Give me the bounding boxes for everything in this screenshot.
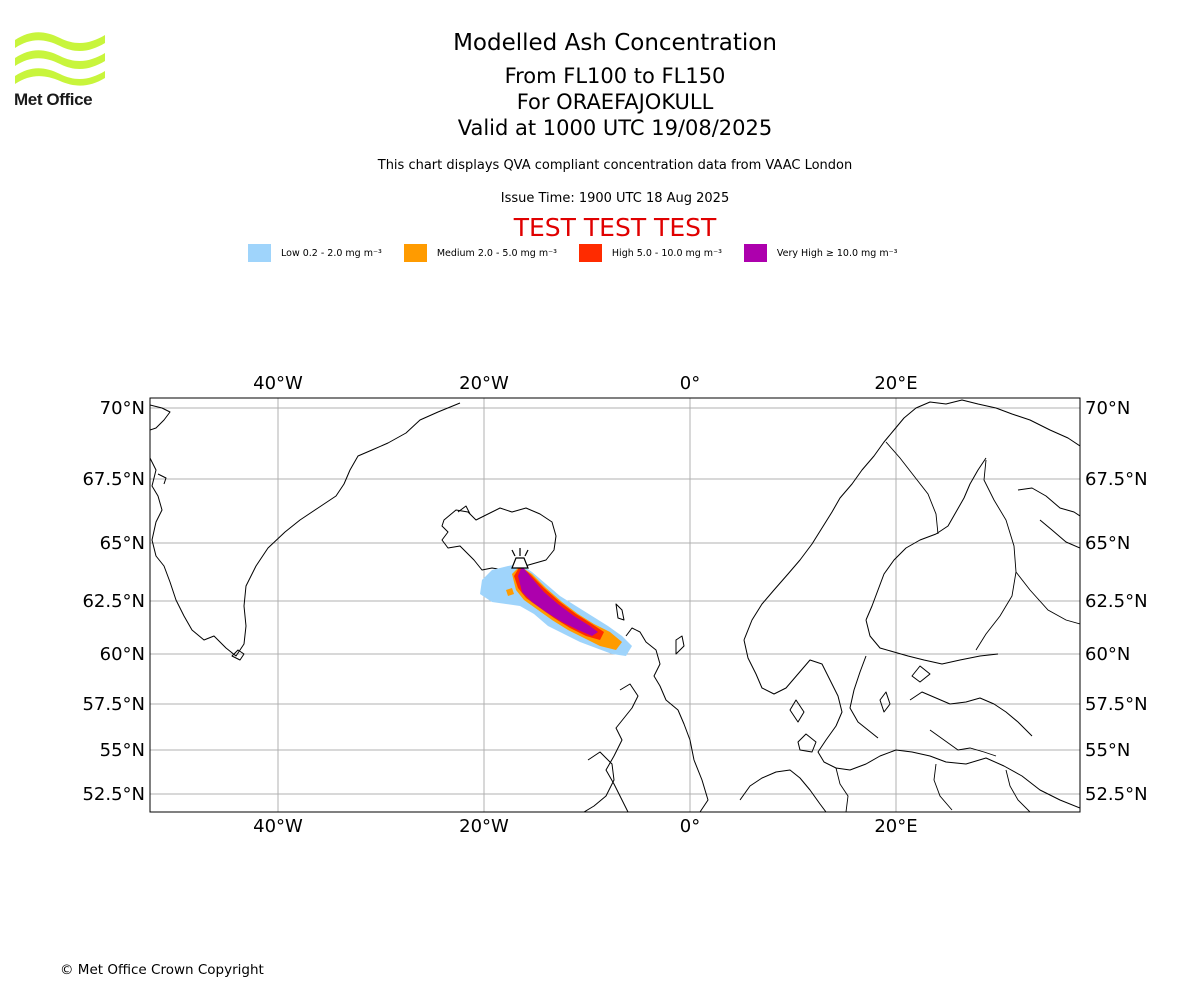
lon-label-bottom-0: 0° xyxy=(680,816,700,837)
lat-label-right-60: 60°N xyxy=(1085,644,1130,665)
test-banner: TEST TEST TEST xyxy=(513,213,717,242)
lat-label-left-60: 60°N xyxy=(100,644,145,665)
britain-coastline xyxy=(625,627,709,812)
longitude-labels: 40°W 20°W 0° 20°E 40°W 20°W 0° 20°E xyxy=(253,373,917,837)
copyright-notice: © Met Office Crown Copyright xyxy=(60,962,264,978)
lon-label-top-20w: 20°W xyxy=(459,373,509,394)
lat-label-left-55: 55°N xyxy=(100,740,145,761)
map-borders xyxy=(835,441,1080,812)
logo-text: Met Office xyxy=(14,90,93,109)
lon-label-top-20e: 20°E xyxy=(874,373,917,394)
lat-label-right-62-5: 62.5°N xyxy=(1085,591,1148,612)
map-coastlines xyxy=(150,399,1080,812)
lat-label-right-70: 70°N xyxy=(1085,398,1130,419)
scandinavia-coastline xyxy=(743,399,1080,641)
lat-label-right-52-5: 52.5°N xyxy=(1085,784,1148,805)
lat-label-left-62-5: 62.5°N xyxy=(82,591,145,612)
lat-label-right-55: 55°N xyxy=(1085,740,1130,761)
ash-very-high-contour xyxy=(518,566,598,636)
lat-label-right-57-5: 57.5°N xyxy=(1085,694,1148,715)
flight-level-range: From FL100 to FL150 xyxy=(504,64,726,88)
lon-label-bottom-20e: 20°E xyxy=(874,816,917,837)
chart-title: Modelled Ash Concentration xyxy=(453,30,777,56)
legend-swatch-medium xyxy=(403,244,427,262)
legend-swatch-very-high xyxy=(743,244,767,262)
lon-label-top-0: 0° xyxy=(680,373,700,394)
legend-item-medium: Medium 2.0 - 5.0 mg m⁻³ xyxy=(403,244,557,262)
lat-label-right-67-5: 67.5°N xyxy=(1085,469,1148,490)
legend-label-medium: Medium 2.0 - 5.0 mg m⁻³ xyxy=(436,247,557,259)
lon-label-top-40w: 40°W xyxy=(253,373,303,394)
legend-label-high: High 5.0 - 10.0 mg m⁻³ xyxy=(611,247,722,259)
latitude-labels: 70°N 67.5°N 65°N 62.5°N 60°N 57.5°N 55°N… xyxy=(82,398,1147,805)
volcano-name: For ORAEFAJOKULL xyxy=(516,90,714,114)
lon-label-bottom-40w: 40°W xyxy=(253,816,303,837)
legend-label-very-high: Very High ≥ 10.0 mg m⁻³ xyxy=(776,247,898,259)
lat-label-left-67-5: 67.5°N xyxy=(82,469,145,490)
volcano-icon xyxy=(511,548,529,569)
lat-label-left-52-5: 52.5°N xyxy=(82,784,145,805)
met-office-logo: Met Office xyxy=(14,30,114,110)
issue-time: Issue Time: 1900 UTC 18 Aug 2025 xyxy=(500,191,730,206)
lat-label-left-57-5: 57.5°N xyxy=(82,694,145,715)
chart-subtitle: This chart displays QVA compliant concen… xyxy=(377,158,853,173)
legend-swatch-high xyxy=(578,244,602,262)
legend-item-high: High 5.0 - 10.0 mg m⁻³ xyxy=(578,244,722,262)
lat-label-right-65: 65°N xyxy=(1085,533,1130,554)
legend-swatch-low xyxy=(248,244,271,262)
map-frame xyxy=(149,397,1081,813)
lon-label-bottom-20w: 20°W xyxy=(459,816,509,837)
iceland-coastline xyxy=(441,507,557,571)
met-office-wave-icon xyxy=(15,32,105,86)
legend-item-low: Low 0.2 - 2.0 mg m⁻³ xyxy=(248,244,382,262)
valid-time: Valid at 1000 UTC 19/08/2025 xyxy=(457,116,773,140)
lat-label-left-65: 65°N xyxy=(100,533,145,554)
ash-plume xyxy=(480,564,632,656)
greenland-coastline xyxy=(150,402,461,657)
concentration-legend: Low 0.2 - 2.0 mg m⁻³ Medium 2.0 - 5.0 mg… xyxy=(248,244,919,262)
lat-label-left-70: 70°N xyxy=(100,398,145,419)
map-gridlines xyxy=(150,398,1080,812)
legend-item-very-high: Very High ≥ 10.0 mg m⁻³ xyxy=(743,244,898,262)
legend-label-low: Low 0.2 - 2.0 mg m⁻³ xyxy=(281,247,382,259)
